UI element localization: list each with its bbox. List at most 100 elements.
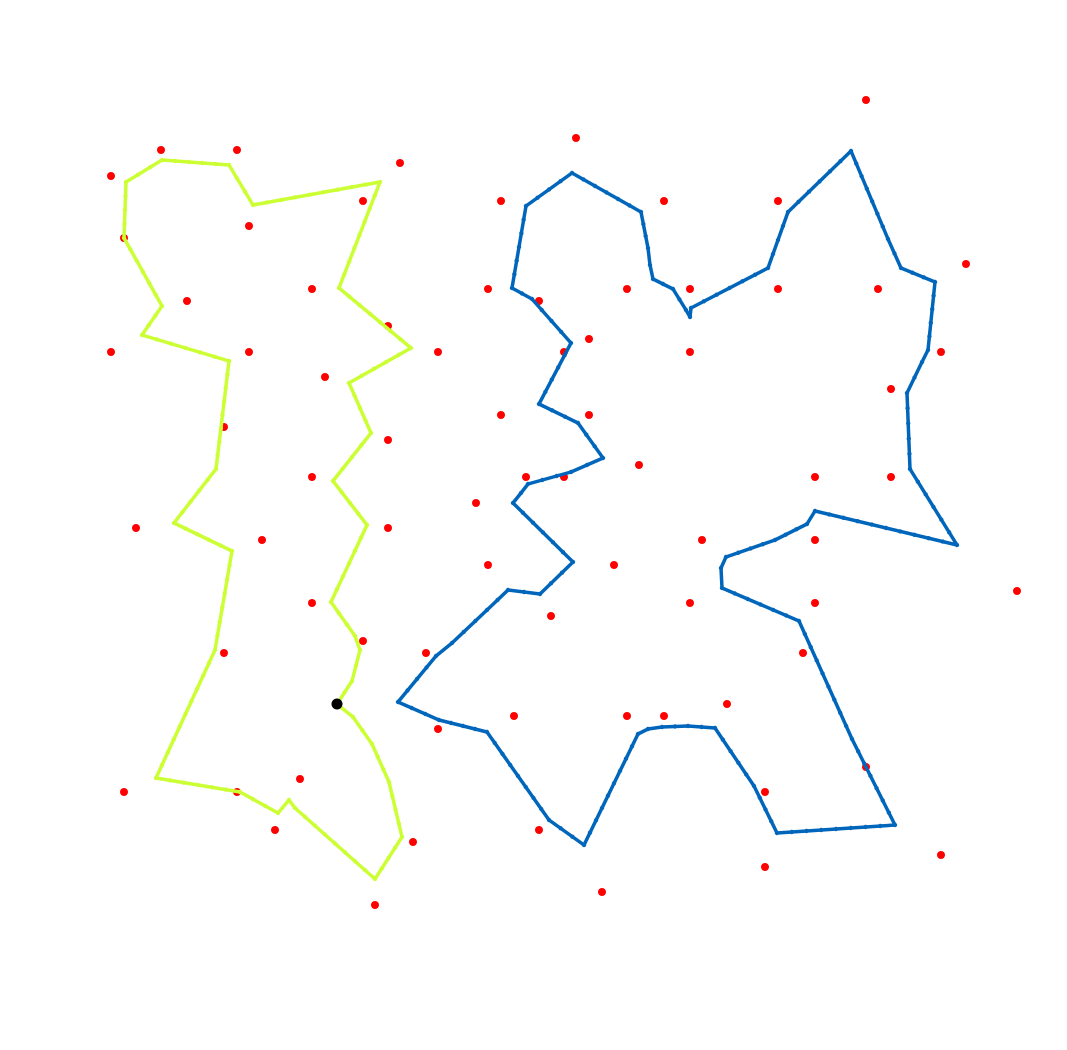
path-sample-point: [736, 550, 741, 555]
path-sample-point: [495, 597, 500, 603]
path-sample-point: [581, 177, 586, 182]
path-sample-point: [659, 724, 665, 730]
path-sample-point: [153, 292, 158, 297]
obstacle-point: [585, 411, 593, 419]
obstacle-point: [384, 436, 392, 444]
path-sample-point: [593, 818, 599, 823]
path-sample-point: [359, 373, 364, 379]
path-sample-point: [147, 281, 152, 286]
path-sample-point: [377, 320, 383, 325]
path-sample-point: [562, 353, 567, 358]
path-sample-point: [685, 723, 691, 729]
path-sample-point: [898, 265, 904, 271]
path-sample-point: [449, 640, 455, 646]
path-sample-point: [516, 244, 522, 250]
path-sample-point: [883, 525, 889, 531]
obstacle-point: [359, 637, 367, 645]
path-sample-point: [740, 279, 745, 284]
path-sample-point: [347, 500, 353, 506]
path-sample-point: [322, 832, 328, 837]
path-sample-point: [396, 821, 401, 826]
path-sample-point: [930, 307, 935, 312]
path-sample-point: [221, 399, 227, 404]
obstacle-point: [220, 649, 228, 657]
path-sample-point: [617, 768, 623, 774]
path-sample-point: [886, 810, 892, 815]
path-sample-point: [335, 187, 340, 192]
obstacle-point: [522, 473, 530, 481]
path-sample-point: [139, 332, 145, 338]
obstacle-point: [233, 146, 241, 154]
path-sample-point: [880, 798, 885, 803]
path-sample-point: [347, 259, 352, 264]
yellow-path-line: [122, 158, 413, 881]
obstacle-point: [874, 285, 882, 293]
path-sample-point: [360, 728, 365, 733]
path-sample-point: [357, 232, 362, 238]
path-sample-point: [859, 173, 864, 179]
path-sample-point: [195, 782, 201, 788]
path-sample-point: [581, 842, 587, 848]
path-sample-point: [785, 209, 791, 215]
path-sample-point: [363, 182, 369, 187]
path-sample-point: [220, 605, 225, 610]
path-sample-point: [286, 797, 292, 803]
path-sample-point: [212, 647, 218, 653]
path-sample-point: [473, 618, 478, 624]
obstacle-point: [157, 146, 165, 154]
path-sample-point: [448, 720, 454, 726]
path-sample-point: [848, 825, 853, 831]
path-sample-point: [827, 169, 833, 174]
path-sample-point: [368, 430, 374, 436]
path-sample-point: [751, 783, 757, 789]
path-sample-point: [592, 183, 598, 189]
path-sample-point: [336, 611, 342, 616]
path-sample-point: [647, 262, 653, 268]
obstacle-point: [811, 536, 819, 544]
path-sample-point: [484, 729, 490, 735]
obstacle-point: [384, 524, 392, 532]
path-sample-point: [802, 631, 808, 637]
path-sample-point: [763, 807, 768, 812]
path-sample-point: [931, 504, 936, 510]
obstacle-point: [862, 96, 870, 104]
path-sample-point: [584, 462, 590, 468]
path-sample-point: [398, 337, 403, 342]
obstacle-point: [535, 826, 543, 834]
obstacle-point: [761, 788, 769, 796]
path-sample-point: [167, 778, 173, 783]
obstacle-point: [598, 888, 606, 896]
path-sample-point: [540, 530, 546, 535]
path-sample-point: [384, 359, 389, 365]
path-sample-point: [838, 158, 843, 164]
path-sample-point: [560, 549, 566, 555]
path-sample-point: [362, 867, 368, 873]
path-sample-point: [334, 586, 340, 592]
path-sample-point: [217, 439, 222, 445]
path-sample-point: [369, 741, 375, 747]
path-sample-point: [153, 775, 159, 781]
path-sample-point: [330, 478, 336, 484]
path-sample-point: [728, 749, 733, 754]
path-sample-point: [381, 767, 386, 772]
path-sample-point: [492, 740, 497, 746]
path-sample-point: [605, 793, 611, 798]
path-sample-point: [123, 179, 129, 185]
path-sample-point: [484, 607, 490, 613]
path-sample-point: [226, 358, 232, 364]
path-sample-point: [833, 826, 839, 832]
path-sample-point: [531, 795, 536, 801]
path-sample-point: [878, 823, 883, 829]
obstacle-point: [434, 348, 442, 356]
path-sample-point: [436, 717, 442, 723]
path-sample-point: [213, 161, 218, 167]
path-sample-point: [328, 599, 334, 605]
path-sample-point: [645, 726, 651, 732]
path-sample-point: [307, 192, 312, 197]
path-sample-point: [826, 684, 831, 689]
path-sample-point: [769, 819, 774, 824]
path-sample-point: [201, 673, 206, 678]
path-sample-point: [362, 219, 367, 224]
path-sample-point: [423, 711, 428, 717]
